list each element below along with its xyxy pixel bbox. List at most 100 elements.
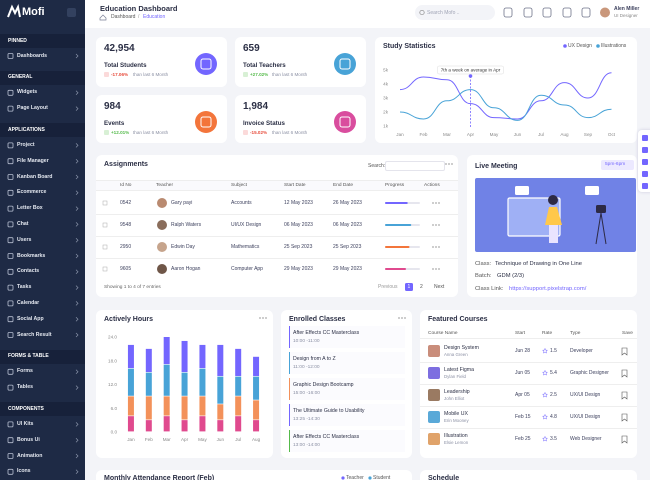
- cell: Aaron Hogan: [171, 265, 201, 272]
- column-header: Rate: [542, 331, 553, 336]
- row-divider: [96, 236, 458, 237]
- class-time: 11:00 -12:00: [293, 365, 320, 370]
- stat-change: -17.06%: [111, 71, 129, 77]
- search-box[interactable]: [415, 5, 495, 20]
- legend-label: Teacher: [346, 475, 364, 480]
- menu-item[interactable]: Bookmarks: [17, 252, 46, 259]
- menu-item[interactable]: Project: [17, 141, 35, 148]
- menu-item[interactable]: Tables: [17, 384, 34, 391]
- menu-item[interactable]: Kanban Board: [17, 173, 53, 180]
- menu-item[interactable]: Search Result: [17, 331, 52, 338]
- class-name: After Effects CC Masterclass: [293, 330, 360, 336]
- column-header: Type: [570, 331, 581, 336]
- class-item[interactable]: [289, 378, 405, 400]
- menu-item[interactable]: Tasks: [17, 284, 32, 291]
- cell: Graphic Designer: [570, 369, 609, 376]
- stat-label: Invoice Status: [243, 120, 285, 127]
- breadcrumb[interactable]: Dashboard: [111, 14, 136, 20]
- info-value: GDM (2/3): [497, 273, 525, 279]
- card-title: Study Statistics: [383, 43, 436, 50]
- card: [420, 470, 637, 480]
- card-title: Monthly Attendance Report (Feb): [104, 475, 215, 480]
- column-header: Progress: [385, 182, 405, 188]
- menu-item[interactable]: Users: [17, 236, 32, 243]
- page-link[interactable]: Previous: [378, 284, 398, 290]
- row-divider: [420, 428, 637, 429]
- page-link[interactable]: 2: [420, 284, 423, 290]
- course-author: Elsie Lemon: [444, 439, 469, 445]
- page-link[interactable]: Next: [434, 284, 445, 290]
- column-header: Start Date: [284, 182, 306, 188]
- card: [96, 310, 273, 458]
- column-header: Course Name: [428, 331, 458, 336]
- column-header: Id No: [120, 182, 132, 188]
- cell: 06 May 2023: [333, 221, 362, 228]
- search-label: Search:: [368, 163, 386, 169]
- cell: 29 May 2023: [284, 265, 313, 272]
- legend-label: UX Design: [568, 42, 592, 49]
- course-name: Mobile UX: [444, 411, 468, 417]
- menu-item[interactable]: Icons: [17, 468, 31, 475]
- class-item[interactable]: [289, 326, 405, 348]
- cell: Developer: [570, 347, 593, 354]
- page-active[interactable]: [405, 283, 413, 291]
- course-author: Anna Green: [444, 351, 468, 357]
- card-title: Enrolled Classes: [289, 316, 346, 323]
- class-item[interactable]: [289, 352, 405, 374]
- time-dropdown[interactable]: [601, 160, 634, 170]
- cell: 06 May 2023: [284, 221, 313, 228]
- course-name: Leadership: [444, 389, 470, 395]
- card: [96, 155, 458, 297]
- customizer-panel[interactable]: [638, 130, 650, 192]
- info-label: Batch:: [475, 273, 492, 279]
- course-author: John Elliot: [444, 395, 465, 401]
- cell: 0542: [120, 199, 132, 206]
- stat-note: than last 6 Month: [133, 129, 169, 135]
- cell: 25 Sep 2023: [333, 243, 362, 250]
- info-label: Class Link:: [475, 286, 504, 292]
- card-title: Actively Hours: [104, 316, 154, 323]
- menu-item[interactable]: Widgets: [17, 89, 38, 96]
- info-value: Technique of Drawing in One Line: [495, 261, 583, 267]
- table-info: Showing 1 to 4 of 7 entries: [104, 285, 161, 290]
- menu-item[interactable]: Dashboards: [17, 52, 47, 59]
- menu-item[interactable]: Social App: [17, 315, 44, 322]
- stat-value: 984: [104, 101, 121, 112]
- menu-item[interactable]: Animation: [17, 452, 43, 459]
- time-value[interactable]: 5pm-6pm: [605, 162, 626, 167]
- section-title: FORMS & TABLE: [8, 353, 49, 360]
- menu-item[interactable]: UI Kits: [17, 420, 34, 427]
- stat-note: than last 6 Month: [272, 71, 308, 77]
- cell: Jun 05: [515, 369, 531, 376]
- cell: 5.4: [550, 369, 557, 376]
- card: [96, 470, 412, 480]
- class-item[interactable]: [289, 430, 405, 452]
- stat-note: than last 6 Month: [133, 71, 169, 77]
- class-name: After Effects CC Masterclass: [293, 434, 360, 440]
- cell: Feb 25: [515, 435, 531, 442]
- menu-item[interactable]: Page Layout: [17, 105, 48, 112]
- info-value[interactable]: https://support.pixelstrap.com/: [509, 286, 587, 292]
- class-time: 10:00 -11:00: [293, 339, 320, 344]
- menu-item[interactable]: Letter Box: [17, 205, 43, 212]
- stat-label: Total Teachers: [243, 62, 286, 69]
- cell: 25 Sep 2023: [284, 243, 313, 250]
- legend-label: Illustrations: [601, 42, 627, 49]
- course-name: Latest Figma: [444, 367, 474, 373]
- menu-item[interactable]: Ecommerce: [17, 189, 47, 196]
- user-role: UI Designer: [614, 13, 638, 18]
- search-placeholder: Search Mofo ..: [427, 9, 460, 16]
- info-label: Class:: [475, 261, 492, 267]
- menu-item[interactable]: File Manager: [17, 157, 49, 164]
- section-title: PINNED: [8, 37, 27, 44]
- course-author: Dylan Field: [444, 373, 466, 379]
- menu-item[interactable]: Contacts: [17, 268, 40, 275]
- class-item[interactable]: [289, 404, 405, 426]
- menu-item[interactable]: Calendar: [17, 299, 40, 306]
- menu-item[interactable]: Forms: [17, 368, 33, 375]
- page-link[interactable]: 1: [407, 284, 411, 290]
- search-input[interactable]: [385, 161, 445, 171]
- menu-item[interactable]: Chat: [17, 220, 29, 227]
- menu-item[interactable]: Bonus Ui: [17, 436, 40, 443]
